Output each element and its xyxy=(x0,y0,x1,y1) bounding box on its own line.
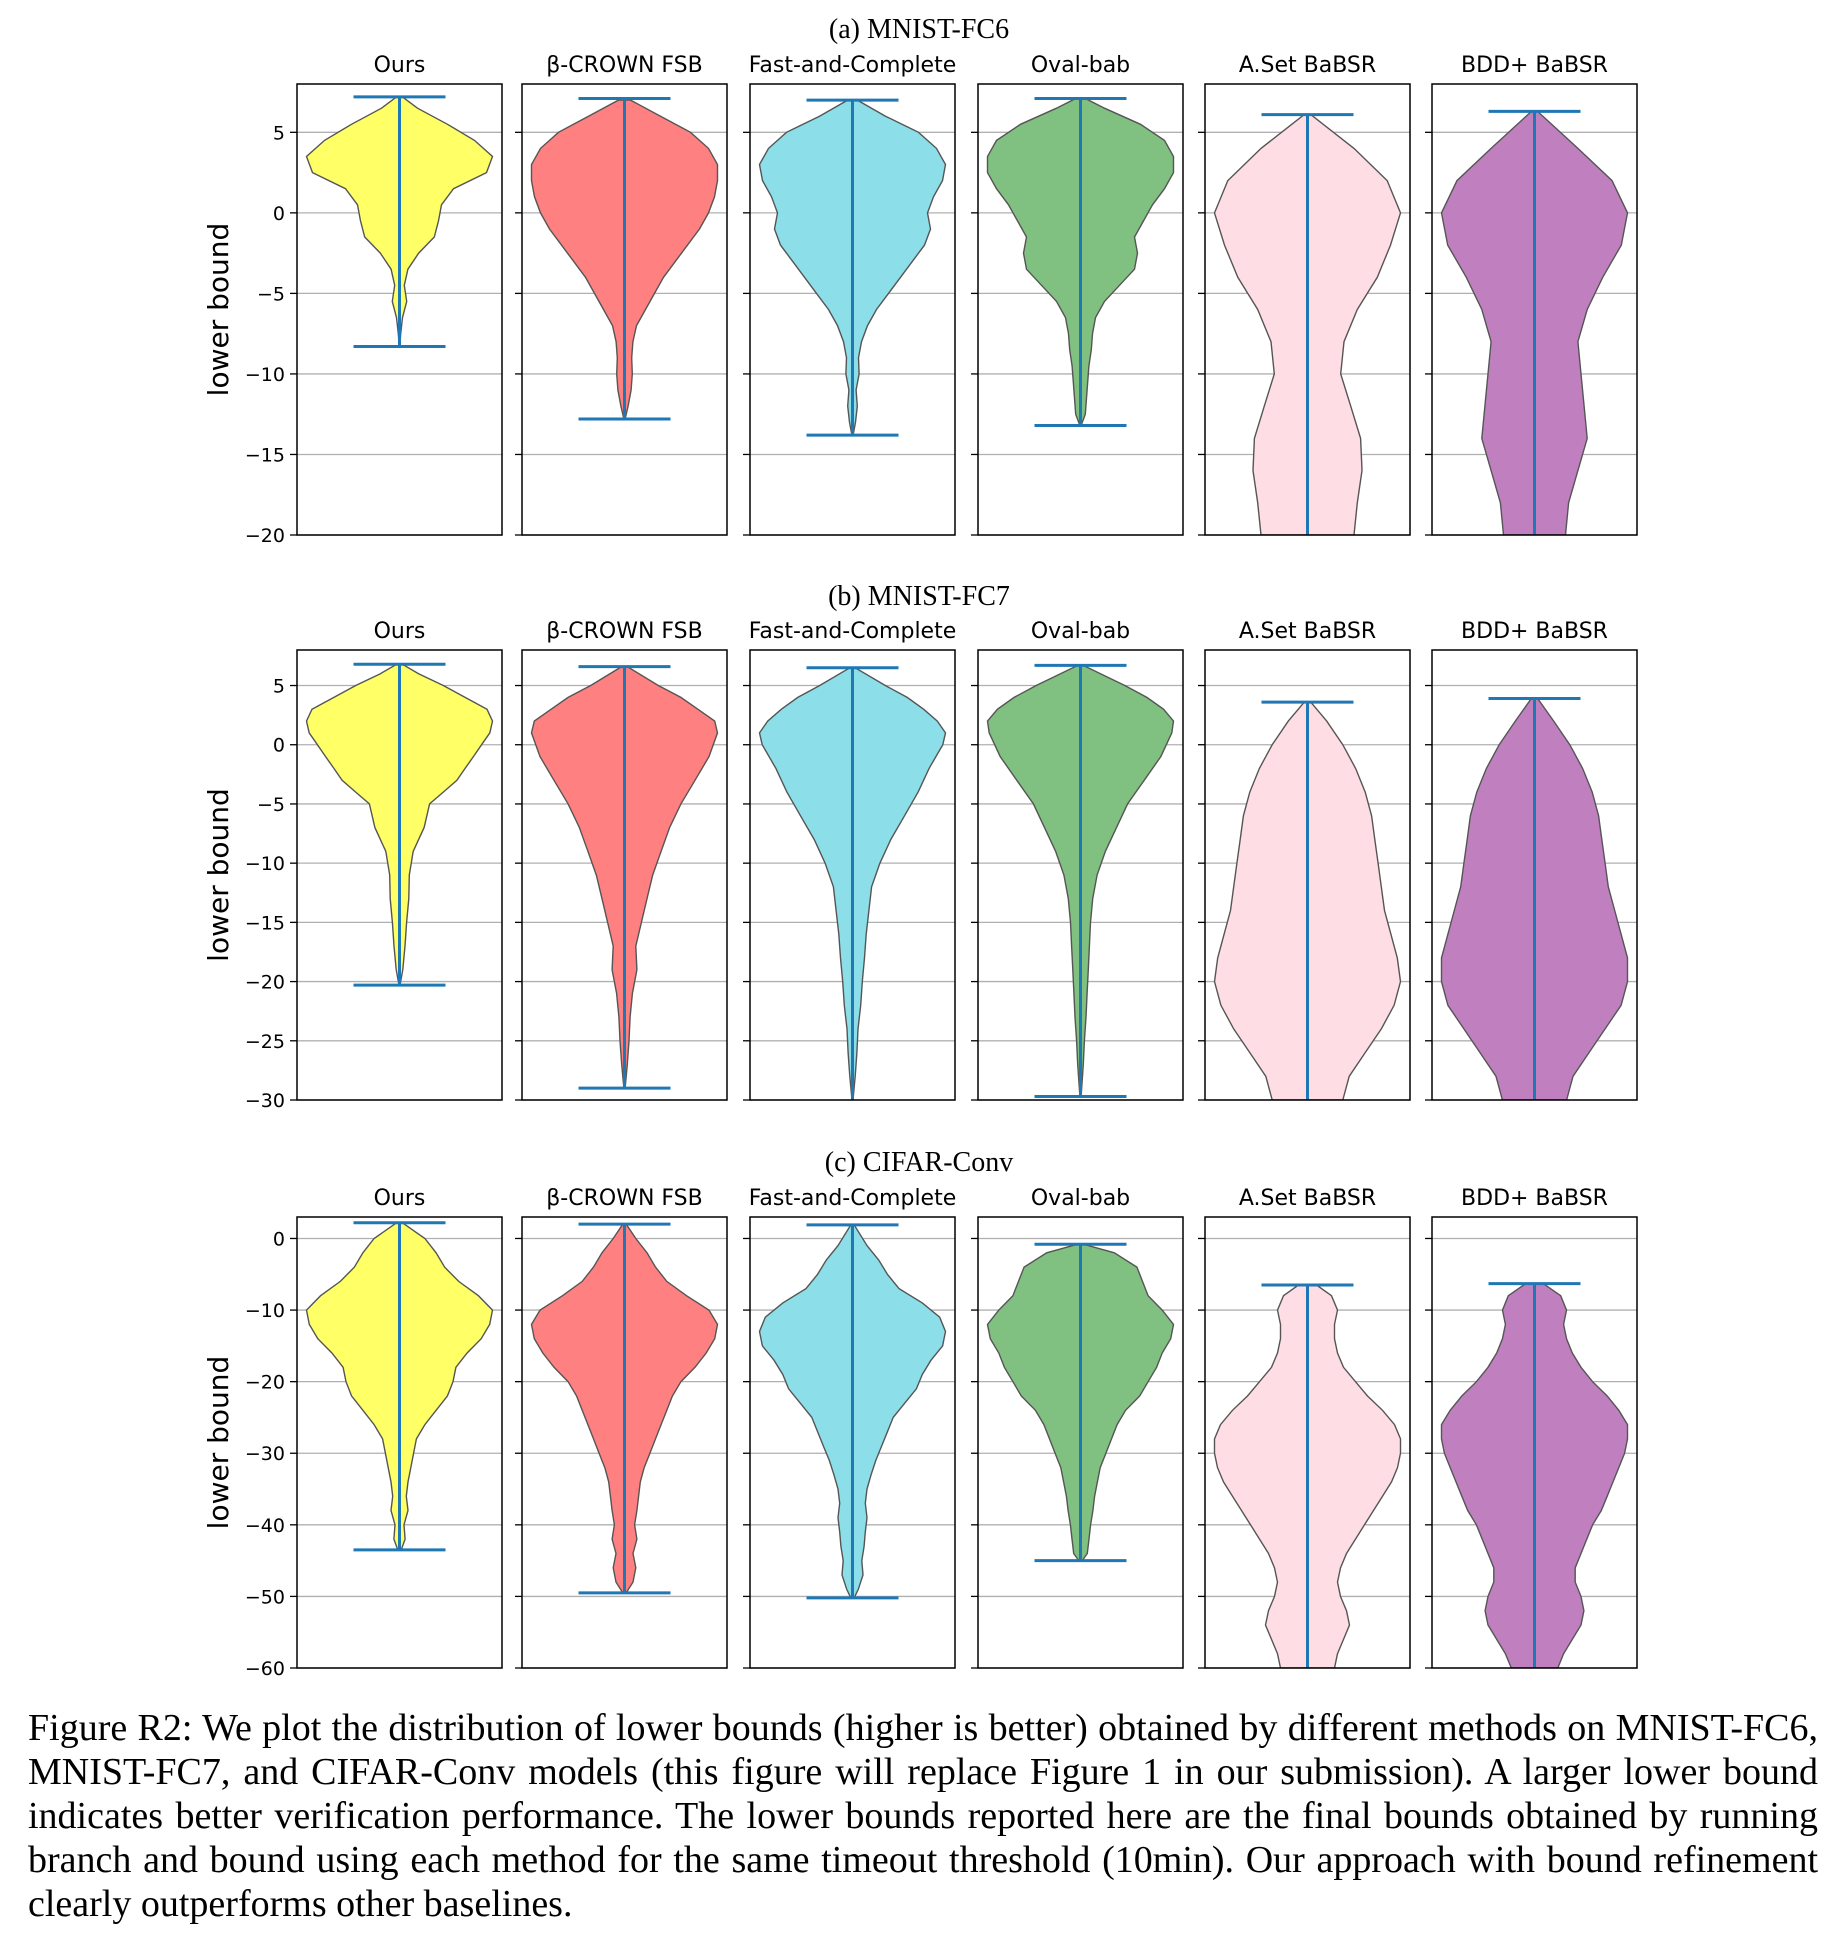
caption-text: We plot the distribution of lower bounds… xyxy=(28,1707,1818,1925)
subplot-title: β-CROWN FSB xyxy=(546,619,702,644)
subplot-title: Oval-bab xyxy=(1031,53,1130,78)
y-tick-label: −60 xyxy=(245,1658,285,1680)
y-tick-label: 0 xyxy=(273,1228,285,1250)
subplot-title: Ours xyxy=(374,53,426,78)
axes-frame xyxy=(749,649,956,1101)
subplot-title: A.Set BaBSR xyxy=(1239,1186,1376,1211)
panel-title: (c) CIFAR-Conv xyxy=(825,1147,1013,1178)
axes-frame xyxy=(749,83,956,536)
y-tick-label: −20 xyxy=(245,525,285,547)
subplot-title: Fast-and-Complete xyxy=(749,619,957,644)
axes-frame xyxy=(1431,83,1638,536)
y-axis-label: lower bound xyxy=(202,788,235,962)
axes-frame xyxy=(521,83,728,536)
subplot-title: Ours xyxy=(374,1186,426,1211)
subplot-title: Oval-bab xyxy=(1031,1186,1130,1211)
violin-figure: (a) MNIST-FC6 lower bound 5 0 −5 −10 −15 −20 Our… xyxy=(202,14,1638,1680)
y-axis-label: lower bound xyxy=(202,223,235,397)
y-tick-label: 5 xyxy=(273,676,285,698)
subplot-title: BDD+ BaBSR xyxy=(1461,53,1608,78)
y-tick-label: −15 xyxy=(245,444,285,466)
axes-frame xyxy=(977,649,1184,1101)
y-tick-label: −10 xyxy=(245,364,285,386)
y-tick-label: 0 xyxy=(273,735,285,757)
subplot-title: β-CROWN FSB xyxy=(546,1186,702,1211)
subplot-title: β-CROWN FSB xyxy=(546,53,702,78)
y-tick-label: 0 xyxy=(273,203,285,225)
y-tick-label: −15 xyxy=(245,912,285,934)
y-axis-label: lower bound xyxy=(202,1356,235,1530)
y-tick-label: −50 xyxy=(245,1586,285,1608)
axes-frame xyxy=(521,1216,728,1669)
axes-frame xyxy=(296,649,503,1101)
axes-frame xyxy=(521,649,728,1101)
axes-frame xyxy=(1431,1216,1638,1669)
panel-title: (b) MNIST-FC7 xyxy=(828,581,1010,612)
caption-label: Figure R2: xyxy=(28,1707,193,1749)
subplot-title: Fast-and-Complete xyxy=(749,1186,957,1211)
axes-frame xyxy=(1431,649,1638,1101)
subplot-title: A.Set BaBSR xyxy=(1239,619,1376,644)
subplot-title: Ours xyxy=(374,619,426,644)
y-tick-label: −30 xyxy=(245,1443,285,1465)
axes-frame xyxy=(977,83,1184,536)
subplot-title: Oval-bab xyxy=(1031,619,1130,644)
axes-frame xyxy=(749,1216,956,1669)
y-tick-label: −5 xyxy=(257,283,285,305)
panel-title: (a) MNIST-FC6 xyxy=(829,14,1009,45)
subplot-title: A.Set BaBSR xyxy=(1239,53,1376,78)
figure-caption: Figure R2: We plot the distribution of l… xyxy=(28,1706,1818,1926)
violin-plots-svg: (a) MNIST-FC6 lower bound 5 0 −5 −10 −15 −20 Our… xyxy=(202,14,1638,1680)
subplot-title: BDD+ BaBSR xyxy=(1461,619,1608,644)
y-tick-label: −20 xyxy=(245,972,285,994)
y-tick-label: −10 xyxy=(245,853,285,875)
axes-frame xyxy=(296,83,503,536)
y-tick-label: 5 xyxy=(273,122,285,144)
y-tick-label: −25 xyxy=(245,1031,285,1053)
subplot-title: BDD+ BaBSR xyxy=(1461,1186,1608,1211)
y-tick-label: −10 xyxy=(245,1300,285,1322)
axes-frame xyxy=(296,1216,503,1669)
y-tick-label: −40 xyxy=(245,1515,285,1537)
axes-frame xyxy=(1204,649,1411,1101)
axes-frame xyxy=(1204,1216,1411,1669)
subplot-title: Fast-and-Complete xyxy=(749,53,957,78)
axes-frame xyxy=(1204,83,1411,536)
y-tick-label: −30 xyxy=(245,1090,285,1112)
axes-frame xyxy=(977,1216,1184,1669)
y-tick-label: −20 xyxy=(245,1372,285,1394)
y-tick-label: −5 xyxy=(257,794,285,816)
